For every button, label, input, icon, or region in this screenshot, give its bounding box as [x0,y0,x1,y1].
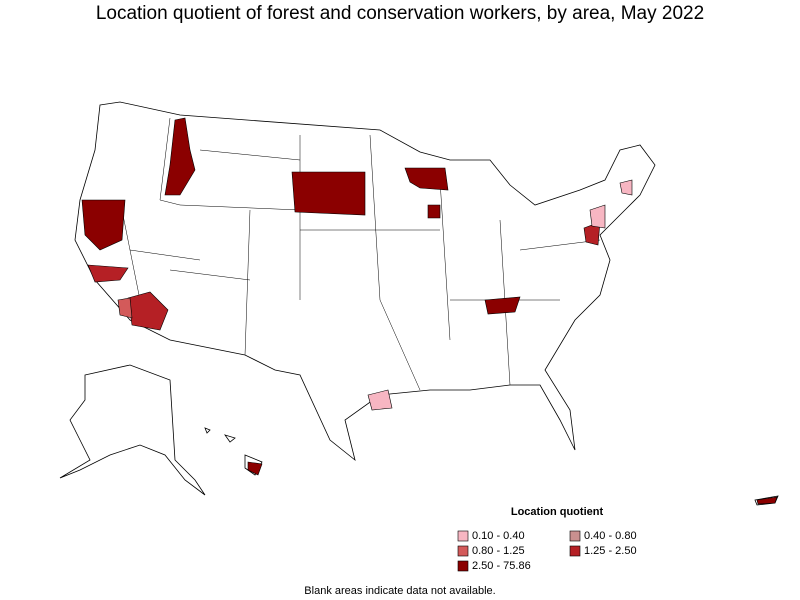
legend-title: Location quotient [511,506,604,518]
map [59,101,779,506]
lower-48 [74,101,656,462]
region [117,297,133,319]
region [427,204,441,219]
region [164,117,196,196]
legend: Location quotient 0.10 - 0.40 0.40 - 0.80… [457,506,637,572]
region [127,291,169,331]
alaska [59,364,206,496]
legend-label: 0.10 - 0.40 [472,530,525,542]
legend-label: 0.40 - 0.80 [584,530,637,542]
region [87,264,129,283]
region [81,199,126,251]
legend-label: 1.25 - 2.50 [584,545,637,557]
region [291,171,366,216]
legend-swatch [457,530,469,542]
legend-label: 2.50 - 75.86 [472,560,531,572]
region [367,389,393,411]
region [247,461,263,476]
legend-swatch [457,560,469,572]
legend-swatch [457,545,469,557]
map-title: Location quotient of forest and conserva… [96,3,704,24]
footnote: Blank areas indicate data not available. [304,585,495,597]
region [619,179,633,196]
region [589,204,606,229]
region [484,296,521,315]
legend-label: 0.80 - 1.25 [472,545,525,557]
legend-swatch [569,530,581,542]
legend-swatch [569,545,581,557]
region [756,496,778,505]
region [404,167,449,191]
